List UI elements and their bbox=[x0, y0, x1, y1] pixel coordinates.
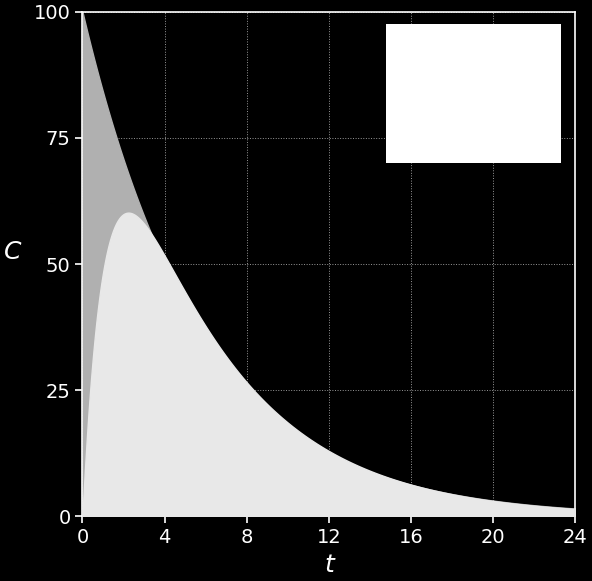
Bar bbox=[385, 24, 561, 163]
Y-axis label: C: C bbox=[4, 240, 22, 264]
X-axis label: t: t bbox=[324, 553, 334, 577]
